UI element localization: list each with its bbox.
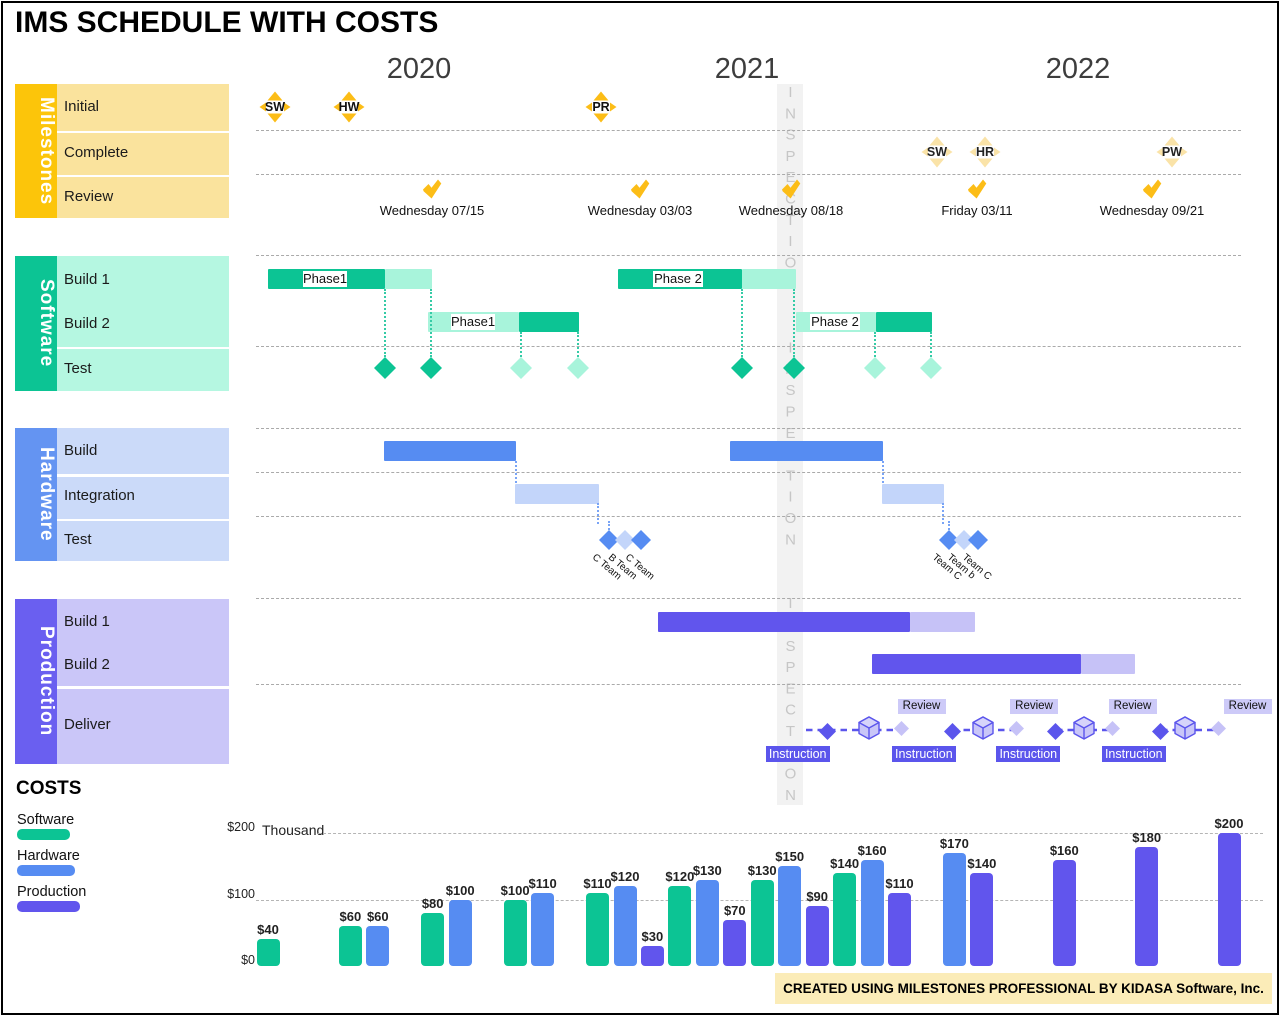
svg-text:SW: SW <box>927 145 947 159</box>
svg-text:SW: SW <box>265 100 285 114</box>
svg-text:PW: PW <box>1162 145 1182 159</box>
svg-text:HW: HW <box>339 100 360 114</box>
svg-text:HR: HR <box>976 145 994 159</box>
svg-text:PR: PR <box>592 100 609 114</box>
